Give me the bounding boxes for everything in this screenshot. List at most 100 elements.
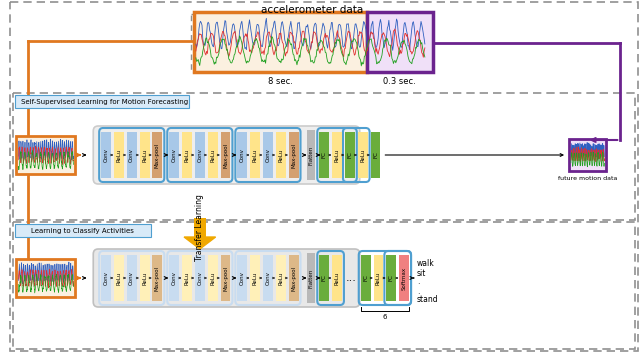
Polygon shape [184, 237, 216, 249]
Bar [140, 132, 150, 178]
Text: Conv: Conv [172, 148, 177, 162]
Bar [387, 255, 396, 301]
Text: Conv: Conv [197, 271, 202, 285]
Bar [250, 132, 260, 178]
Text: Learning to Classify Activities: Learning to Classify Activities [31, 228, 134, 234]
Bar [263, 255, 273, 301]
Text: ReLu: ReLu [335, 148, 340, 162]
Bar [152, 255, 163, 301]
Bar [16, 259, 76, 297]
Bar [15, 95, 189, 108]
Bar [194, 12, 367, 72]
Bar [221, 255, 230, 301]
Bar [191, 14, 428, 72]
Text: Self-Supervised Learning for Motion Forecasting: Self-Supervised Learning for Motion Fore… [20, 99, 188, 105]
Bar [101, 255, 111, 301]
Text: Conv: Conv [240, 148, 244, 162]
Text: ReLu: ReLu [360, 148, 365, 162]
Bar [127, 132, 137, 178]
Bar [332, 255, 342, 301]
Text: Conv: Conv [104, 148, 109, 162]
Bar [152, 132, 163, 178]
Text: Conv: Conv [129, 271, 134, 285]
Text: Conv: Conv [240, 271, 244, 285]
Bar [13, 93, 635, 220]
Text: Max-pool: Max-pool [291, 143, 296, 168]
Bar [182, 132, 192, 178]
Bar [16, 136, 76, 174]
Text: ReLu: ReLu [210, 148, 215, 162]
Text: ReLu: ReLu [116, 271, 122, 285]
Bar [374, 255, 383, 301]
Text: 0.3 sec.: 0.3 sec. [383, 77, 416, 85]
Text: ...: ... [346, 273, 356, 283]
Text: Conv: Conv [104, 271, 109, 285]
Text: ReLu: ReLu [184, 271, 189, 285]
Bar [332, 132, 342, 178]
Text: .: . [417, 287, 419, 295]
Text: Flatten: Flatten [309, 268, 314, 288]
Text: Conv: Conv [197, 148, 202, 162]
Text: FC: FC [348, 151, 353, 158]
Bar [569, 139, 607, 171]
Text: Max-pool: Max-pool [291, 265, 296, 291]
Bar [101, 132, 111, 178]
Bar [319, 132, 329, 178]
Bar [358, 132, 367, 178]
Text: ReLu: ReLu [142, 271, 147, 285]
Bar [371, 132, 380, 178]
Bar [195, 132, 205, 178]
Text: Max-pool: Max-pool [155, 265, 160, 291]
Bar [15, 224, 152, 237]
Bar [276, 255, 285, 301]
Text: Conv: Conv [172, 271, 177, 285]
Text: Max-pool: Max-pool [223, 265, 228, 291]
Text: Conv: Conv [266, 271, 271, 285]
Text: sit: sit [417, 269, 426, 277]
Bar [195, 255, 205, 301]
Bar [345, 132, 355, 178]
Bar [237, 132, 247, 178]
Bar [367, 12, 433, 72]
Text: Softmax: Softmax [402, 267, 406, 289]
Text: FC: FC [389, 275, 394, 281]
Text: Max-pool: Max-pool [155, 143, 160, 168]
Text: Flatten: Flatten [309, 145, 314, 164]
Bar [169, 132, 179, 178]
Bar [194, 218, 206, 237]
Bar [127, 255, 137, 301]
Text: Transfer Learning: Transfer Learning [195, 194, 204, 261]
Bar [13, 222, 635, 349]
Bar [399, 255, 409, 301]
Text: future motion data: future motion data [558, 176, 618, 181]
Text: Conv: Conv [266, 148, 271, 162]
Bar [289, 255, 298, 301]
Bar [319, 255, 329, 301]
Bar [169, 255, 179, 301]
Bar [276, 132, 285, 178]
Text: ReLu: ReLu [253, 148, 258, 162]
Text: ReLu: ReLu [184, 148, 189, 162]
Text: stand: stand [417, 295, 438, 305]
Bar [182, 255, 192, 301]
Text: ReLu: ReLu [278, 271, 284, 285]
Text: ReLu: ReLu [335, 271, 340, 285]
Bar [208, 255, 218, 301]
Text: FC: FC [363, 275, 368, 281]
Bar [114, 255, 124, 301]
Bar [237, 255, 247, 301]
Bar [114, 132, 124, 178]
Bar [263, 132, 273, 178]
Bar [140, 255, 150, 301]
Bar [250, 255, 260, 301]
Bar [208, 132, 218, 178]
Text: FC: FC [373, 151, 378, 158]
Bar [307, 130, 316, 180]
Text: ReLu: ReLu [116, 148, 122, 162]
Bar [221, 132, 230, 178]
Text: ReLu: ReLu [253, 271, 258, 285]
Text: walk: walk [417, 259, 435, 269]
Text: Max-pool: Max-pool [223, 143, 228, 168]
Text: ReLu: ReLu [142, 148, 147, 162]
FancyBboxPatch shape [93, 249, 360, 307]
